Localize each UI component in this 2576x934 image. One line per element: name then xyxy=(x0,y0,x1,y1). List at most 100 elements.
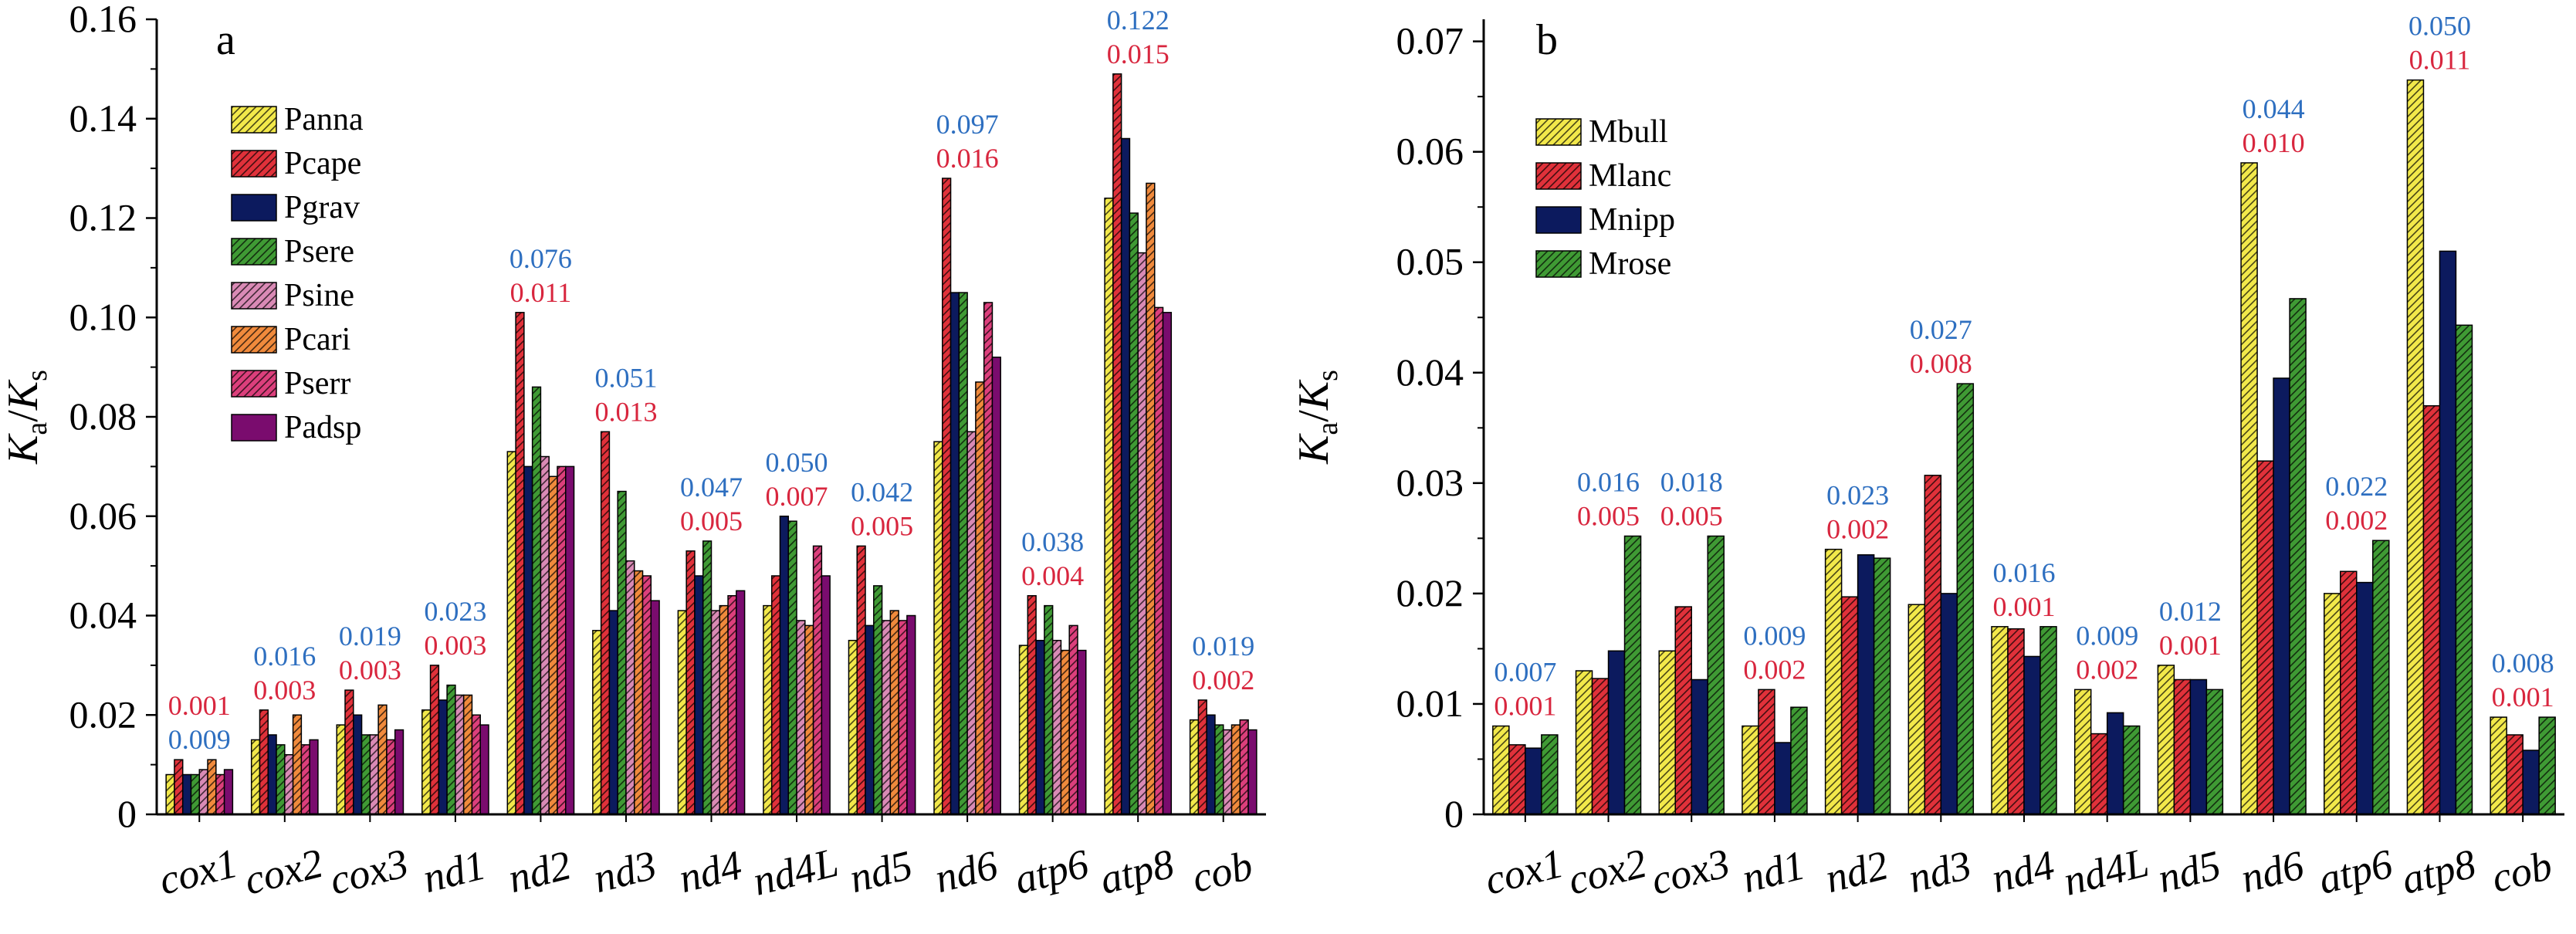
bar-nd5-Mbull-hatch xyxy=(2158,665,2175,814)
bar-cox3-Panna-hatch xyxy=(337,725,346,814)
annotation-lower-cob: 0.001 xyxy=(2492,682,2554,712)
bar-nd1-Mbull-hatch xyxy=(1742,726,1759,814)
y-tick-label: 0.04 xyxy=(69,594,137,637)
bar-nd1-Pcape-hatch xyxy=(430,665,439,814)
legend-swatch-Padsp xyxy=(231,414,277,442)
annotation-lower-nd4L: 0.002 xyxy=(2076,654,2138,685)
legend-swatch-Pserr-hatch xyxy=(232,371,276,397)
annotation-lower-atp6: 0.002 xyxy=(2325,505,2388,536)
bar-cob-Mrose-hatch xyxy=(2539,717,2556,814)
bar-nd1-Mnipp xyxy=(1774,742,1792,815)
bar-nd2-Pcari-hatch xyxy=(549,476,557,814)
bar-nd4L-Padsp xyxy=(821,575,831,815)
annotation-upper-atp8: 0.050 xyxy=(2408,11,2471,42)
annotation-lower-nd3: 0.013 xyxy=(594,396,657,427)
annotation-lower-cox1: 0.009 xyxy=(168,724,231,755)
legend-swatch-Mbull-hatch xyxy=(1536,119,1581,145)
annotation-upper-atp8: 0.122 xyxy=(1107,5,1170,36)
legend-swatch-Pgrav xyxy=(231,194,277,222)
bar-nd4-Mrose-hatch xyxy=(2040,626,2056,814)
bar-cox2-Psere-hatch xyxy=(276,744,285,814)
annotation-upper-nd6: 0.044 xyxy=(2243,93,2305,124)
bar-cob-Pcape-hatch xyxy=(1198,699,1207,814)
annotation-lower-cox2: 0.005 xyxy=(1577,501,1640,532)
bar-nd2-Mbull-hatch xyxy=(1825,549,1842,814)
bar-cob-Padsp xyxy=(1247,729,1258,815)
bar-nd5-Padsp xyxy=(906,614,916,815)
y-tick-label: 0.06 xyxy=(69,494,137,537)
bar-cox1-Mlanc-hatch xyxy=(1508,744,1525,814)
bar-cox2-Panna-hatch xyxy=(251,739,260,814)
bar-nd1-Psere-hatch xyxy=(447,685,455,814)
bar-cox2-Pcari-hatch xyxy=(293,715,302,814)
bar-nd5-Mnipp xyxy=(2189,679,2208,815)
annotation-upper-nd1: 0.023 xyxy=(424,596,486,627)
category-label-nd4L: nd4L xyxy=(748,839,842,905)
category-label-nd3: nd3 xyxy=(1904,841,1975,902)
bar-cox1-Psine-hatch xyxy=(199,770,208,814)
bar-atp8-Psine-hatch xyxy=(1138,252,1146,814)
bar-cox2-Mnipp xyxy=(1607,650,1626,815)
bar-nd4L-Mlanc-hatch xyxy=(2090,733,2107,814)
bar-nd6-Mnipp xyxy=(2273,377,2290,815)
panel-a: 0.0010.009cox10.0160.003cox20.0190.003co… xyxy=(0,0,1266,905)
category-label-cox2: cox2 xyxy=(1563,840,1650,904)
bar-nd4L-Psere-hatch xyxy=(788,521,797,814)
annotation-upper-nd4L: 0.009 xyxy=(2076,620,2138,651)
bar-nd2-Mlanc-hatch xyxy=(1841,597,1858,814)
bar-nd4-Psere-hatch xyxy=(702,540,712,814)
category-label-nd1: nd1 xyxy=(1738,841,1809,902)
bar-nd5-Pcape-hatch xyxy=(857,546,866,814)
bar-cox1-Pcape-hatch xyxy=(174,760,183,814)
category-label-cox3: cox3 xyxy=(1647,840,1734,904)
bar-nd4-Mlanc-hatch xyxy=(2008,628,2024,814)
bar-nd1-Pserr-hatch xyxy=(472,715,481,814)
annotation-lower-nd1: 0.002 xyxy=(1743,654,1806,685)
bar-cox1-Pcari-hatch xyxy=(208,760,216,814)
bar-nd2-Pgrav xyxy=(523,465,533,815)
bar-cox2-Mlanc-hatch xyxy=(1592,679,1609,814)
bar-nd3-Psine-hatch xyxy=(625,560,635,814)
bar-nd3-Pcari-hatch xyxy=(634,570,643,814)
bar-nd3-Psere-hatch xyxy=(618,491,626,814)
bar-nd4L-Mnipp xyxy=(2106,712,2124,815)
category-label-nd6: nd6 xyxy=(2236,841,2308,902)
annotation-lower-cox1: 0.001 xyxy=(1494,691,1556,722)
bar-nd6-Mrose-hatch xyxy=(2290,298,2307,814)
legend-label-Panna: Panna xyxy=(284,102,364,137)
annotation-lower-cob: 0.002 xyxy=(1192,665,1254,695)
bar-nd6-Psere-hatch xyxy=(959,293,968,814)
bar-cox1-Panna-hatch xyxy=(166,774,174,814)
bar-nd5-Pcari-hatch xyxy=(890,611,899,814)
annotation-upper-atp6: 0.022 xyxy=(2325,471,2388,502)
category-label-atp8: atp8 xyxy=(1095,840,1179,902)
annotation-lower-atp6: 0.004 xyxy=(1021,560,1084,591)
bar-cob-Pcari-hatch xyxy=(1231,725,1241,814)
legend-label-Mbull: Mbull xyxy=(1589,114,1668,150)
bar-atp8-Mbull-hatch xyxy=(2407,80,2424,815)
y-tick-label: 0 xyxy=(117,792,137,835)
bar-atp8-Padsp xyxy=(1162,312,1173,815)
bar-atp8-Pcape-hatch xyxy=(1112,73,1122,814)
bar-atp6-Pcape-hatch xyxy=(1027,595,1037,814)
bar-cox2-Psine-hatch xyxy=(284,754,293,814)
bar-atp8-Pcari-hatch xyxy=(1146,183,1155,814)
category-label-cob: cob xyxy=(2487,842,2557,902)
bar-atp6-Panna-hatch xyxy=(1019,645,1028,814)
bar-nd2-Mnipp xyxy=(1857,554,1875,815)
legend-swatch-Mnipp xyxy=(1535,206,1582,234)
bar-atp6-Pgrav xyxy=(1035,639,1045,815)
bar-nd1-Padsp xyxy=(479,724,489,815)
annotation-lower-nd4: 0.005 xyxy=(680,506,743,536)
legend-swatch-Pcari-hatch xyxy=(232,327,276,353)
bar-nd5-Pgrav xyxy=(865,624,875,815)
panel-b: 0.0070.001cox10.0160.005cox20.0180.005co… xyxy=(1290,11,2564,905)
bar-cox3-Mnipp xyxy=(1691,679,1708,815)
bar-nd2-Padsp xyxy=(565,465,575,815)
category-label-cox3: cox3 xyxy=(325,840,412,904)
category-label-cox1: cox1 xyxy=(154,840,242,904)
bar-atp6-Pserr-hatch xyxy=(1069,625,1078,814)
category-label-atp8: atp8 xyxy=(2397,840,2480,902)
bar-nd6-Psine-hatch xyxy=(967,431,976,814)
